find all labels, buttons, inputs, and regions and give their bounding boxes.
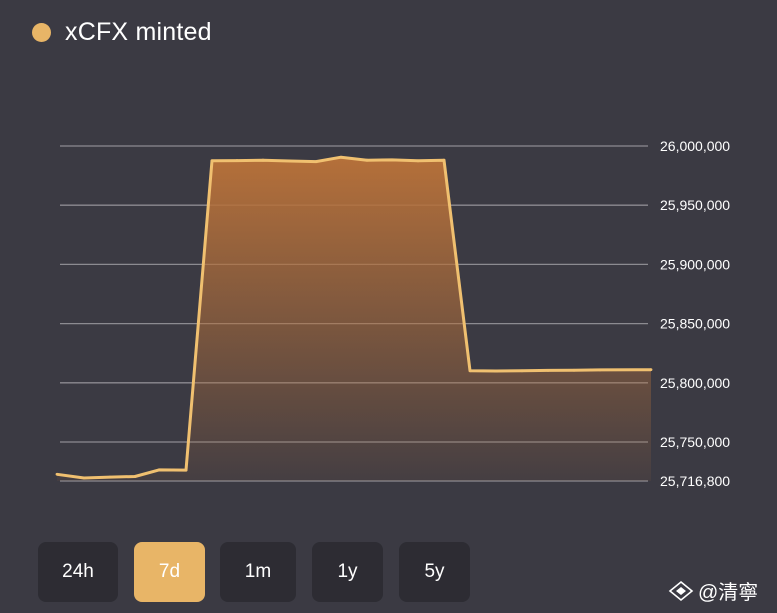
range-button-24h[interactable]: 24h [38,542,118,602]
watermark-logo-icon [668,580,694,601]
y-tick-label: 25,716,800 [660,473,730,489]
range-button-1y[interactable]: 1y [312,542,383,602]
legend-dot-icon [32,22,51,42]
data-point [572,368,576,372]
data-point [314,160,318,164]
data-point [442,158,446,162]
data-point [546,368,550,372]
watermark-text: @清寧 [698,582,759,604]
y-tick-label: 25,950,000 [660,197,730,213]
y-tick-label: 25,800,000 [660,375,730,391]
watermark: @清寧 [668,576,758,605]
data-points [55,155,653,480]
data-point [416,159,420,163]
data-point [365,158,369,162]
data-point [494,369,498,373]
data-point [184,468,188,472]
data-point [598,368,602,372]
data-point [82,476,86,480]
data-point [210,159,214,163]
data-point [55,472,59,476]
range-button-5y[interactable]: 5y [399,542,470,602]
data-point [339,155,343,159]
range-button-1m[interactable]: 1m [220,542,296,602]
data-point [235,159,239,162]
data-point [649,368,653,372]
data-point [390,158,394,162]
y-tick-label: 25,850,000 [660,316,730,332]
data-point [157,468,161,472]
data-point [261,158,265,162]
legend-label: xCFX minted [65,17,212,46]
data-point [468,369,472,373]
data-point [108,475,112,479]
area-chart: 26,000,000 25,950,000 25,900,000 25,850,000… [55,138,730,489]
range-button-7d[interactable]: 7d [134,542,205,602]
data-point [520,369,524,373]
y-tick-label: 26,000,000 [660,138,730,154]
data-point [288,159,292,163]
data-point [133,475,137,478]
y-tick-label: 25,900,000 [660,256,730,272]
y-axis-ticks: 26,000,000 25,950,000 25,900,000 25,850,000… [660,138,730,489]
y-tick-label: 25,750,000 [660,434,730,450]
time-range-selector: 24h 7d 1m 1y 5y [38,542,470,602]
chart-legend: xCFX minted [32,16,212,48]
